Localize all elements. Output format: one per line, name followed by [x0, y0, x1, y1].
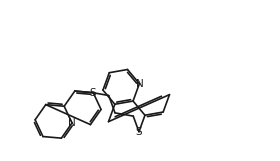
Text: S: S: [136, 127, 142, 137]
Text: N: N: [68, 118, 76, 128]
Text: S: S: [89, 88, 95, 98]
Text: N: N: [136, 79, 143, 89]
